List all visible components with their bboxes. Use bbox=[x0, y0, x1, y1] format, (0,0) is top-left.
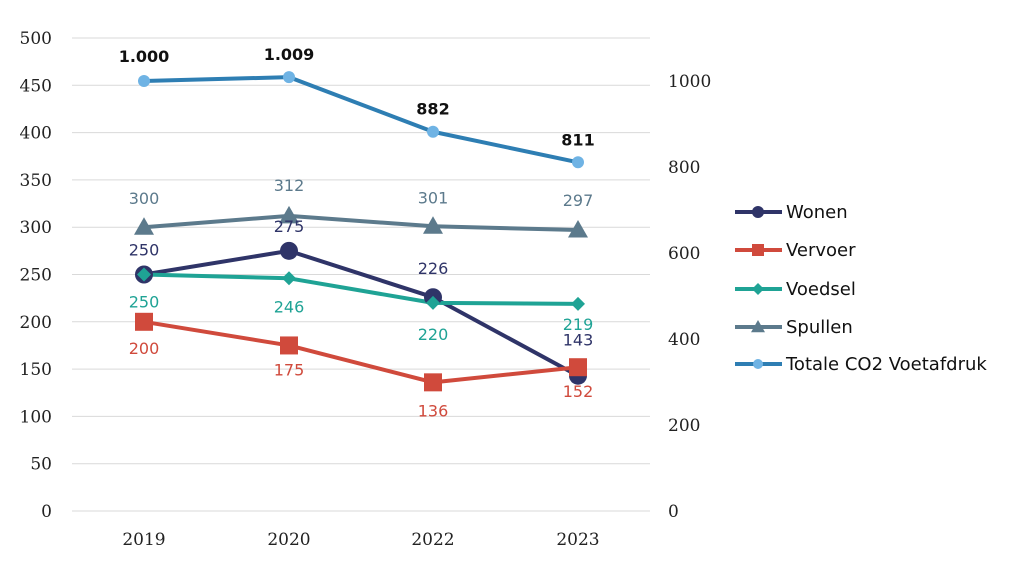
left-tick-label: 0 bbox=[41, 502, 52, 522]
marker-totale-co2-voetafdruk bbox=[572, 156, 584, 169]
data-label-totale-co2-voetafdruk: 882 bbox=[416, 100, 449, 119]
left-tick-label: 100 bbox=[20, 407, 52, 427]
data-label-vervoer: 136 bbox=[418, 401, 449, 420]
data-label-totale-co2-voetafdruk: 811 bbox=[561, 130, 594, 149]
left-tick-label: 150 bbox=[20, 360, 52, 380]
x-axis-ticks: 2019 2020 2022 2023 bbox=[122, 530, 599, 550]
left-tick-label: 250 bbox=[20, 266, 52, 286]
x-tick-label: 2020 bbox=[267, 530, 310, 550]
legend-label-wonen: Wonen bbox=[786, 202, 848, 223]
marker-spullen bbox=[423, 216, 443, 234]
legend-marker-spullen bbox=[751, 320, 765, 333]
data-label-spullen: 300 bbox=[129, 189, 160, 208]
marker-vervoer bbox=[424, 373, 442, 392]
data-labels: 250 275 226 143 200 175 136 152 250 246 220 219 300 3… bbox=[119, 45, 595, 420]
left-tick-label: 450 bbox=[20, 76, 52, 96]
data-label-totale-co2-voetafdruk: 1.000 bbox=[119, 47, 170, 66]
marker-spullen bbox=[568, 220, 588, 238]
data-label-totale-co2-voetafdruk: 1.009 bbox=[264, 45, 315, 64]
marker-totale-co2-voetafdruk bbox=[138, 75, 150, 87]
x-tick-label: 2022 bbox=[411, 530, 454, 550]
legend-label-totale-co2-voetafdruk: Totale CO2 Voetafdruk bbox=[785, 354, 987, 375]
left-tick-label: 50 bbox=[30, 455, 52, 475]
legend-label-vervoer: Vervoer bbox=[786, 240, 856, 261]
x-tick-label: 2019 bbox=[122, 530, 165, 550]
left-tick-label: 400 bbox=[20, 124, 52, 144]
right-tick-label: 0 bbox=[668, 502, 679, 522]
series-markers bbox=[134, 71, 588, 392]
data-label-wonen: 250 bbox=[129, 241, 160, 260]
marker-voedsel bbox=[282, 271, 296, 286]
data-label-vervoer: 152 bbox=[563, 382, 594, 401]
marker-spullen bbox=[134, 217, 154, 235]
data-label-voedsel: 246 bbox=[274, 297, 305, 316]
right-tick-label: 200 bbox=[668, 416, 700, 436]
data-label-voedsel: 219 bbox=[563, 315, 594, 334]
marker-totale-co2-voetafdruk bbox=[283, 71, 295, 84]
marker-voedsel bbox=[426, 295, 440, 310]
marker-voedsel bbox=[137, 267, 151, 282]
series-line-vervoer bbox=[143, 319, 579, 385]
legend-marker-totale-co2-voetafdruk bbox=[753, 359, 763, 369]
series-line-totale-co2-voetafdruk bbox=[143, 75, 579, 165]
legend: Wonen Vervoer Voedsel Spullen Totale CO2 Voe… bbox=[735, 202, 987, 375]
series-line-wonen bbox=[143, 248, 579, 378]
marker-spullen bbox=[279, 205, 299, 224]
series-line-spullen bbox=[143, 213, 579, 233]
legend-marker-vervoer bbox=[752, 244, 764, 256]
left-tick-label: 200 bbox=[20, 313, 52, 333]
marker-vervoer bbox=[569, 358, 587, 377]
data-label-voedsel: 250 bbox=[129, 293, 160, 312]
series-lines bbox=[143, 75, 579, 385]
x-tick-label: 2023 bbox=[556, 530, 599, 550]
legend-label-voedsel: Voedsel bbox=[786, 279, 856, 300]
data-label-spullen: 301 bbox=[418, 188, 449, 207]
marker-vervoer bbox=[135, 312, 153, 331]
right-tick-label: 600 bbox=[668, 244, 700, 264]
left-tick-label: 500 bbox=[20, 29, 52, 49]
right-axis-ticks: 0 200 400 600 800 1000 bbox=[668, 72, 711, 522]
data-label-wonen: 275 bbox=[274, 217, 305, 236]
right-tick-label: 400 bbox=[668, 330, 700, 350]
marker-vervoer bbox=[280, 336, 298, 355]
data-label-vervoer: 200 bbox=[129, 339, 160, 358]
series-line-voedsel bbox=[143, 272, 579, 306]
left-axis-ticks: 0 50 100 150 200 250 300 350 400 450 500 bbox=[20, 29, 52, 522]
marker-wonen bbox=[280, 241, 298, 260]
data-label-vervoer: 175 bbox=[274, 360, 305, 379]
data-label-spullen: 297 bbox=[563, 191, 594, 210]
data-label-wonen: 143 bbox=[563, 331, 594, 350]
data-label-voedsel: 220 bbox=[418, 325, 449, 344]
legend-marker-wonen bbox=[752, 206, 764, 218]
left-tick-label: 300 bbox=[20, 218, 52, 238]
legend-label-spullen: Spullen bbox=[786, 317, 853, 338]
data-label-wonen: 226 bbox=[418, 259, 449, 278]
data-label-spullen: 312 bbox=[274, 176, 305, 195]
right-tick-label: 1000 bbox=[668, 72, 711, 92]
marker-totale-co2-voetafdruk bbox=[427, 125, 439, 138]
legend-marker-voedsel bbox=[752, 283, 764, 295]
left-tick-label: 350 bbox=[20, 171, 52, 191]
marker-voedsel bbox=[571, 296, 585, 311]
right-tick-label: 800 bbox=[668, 158, 700, 178]
